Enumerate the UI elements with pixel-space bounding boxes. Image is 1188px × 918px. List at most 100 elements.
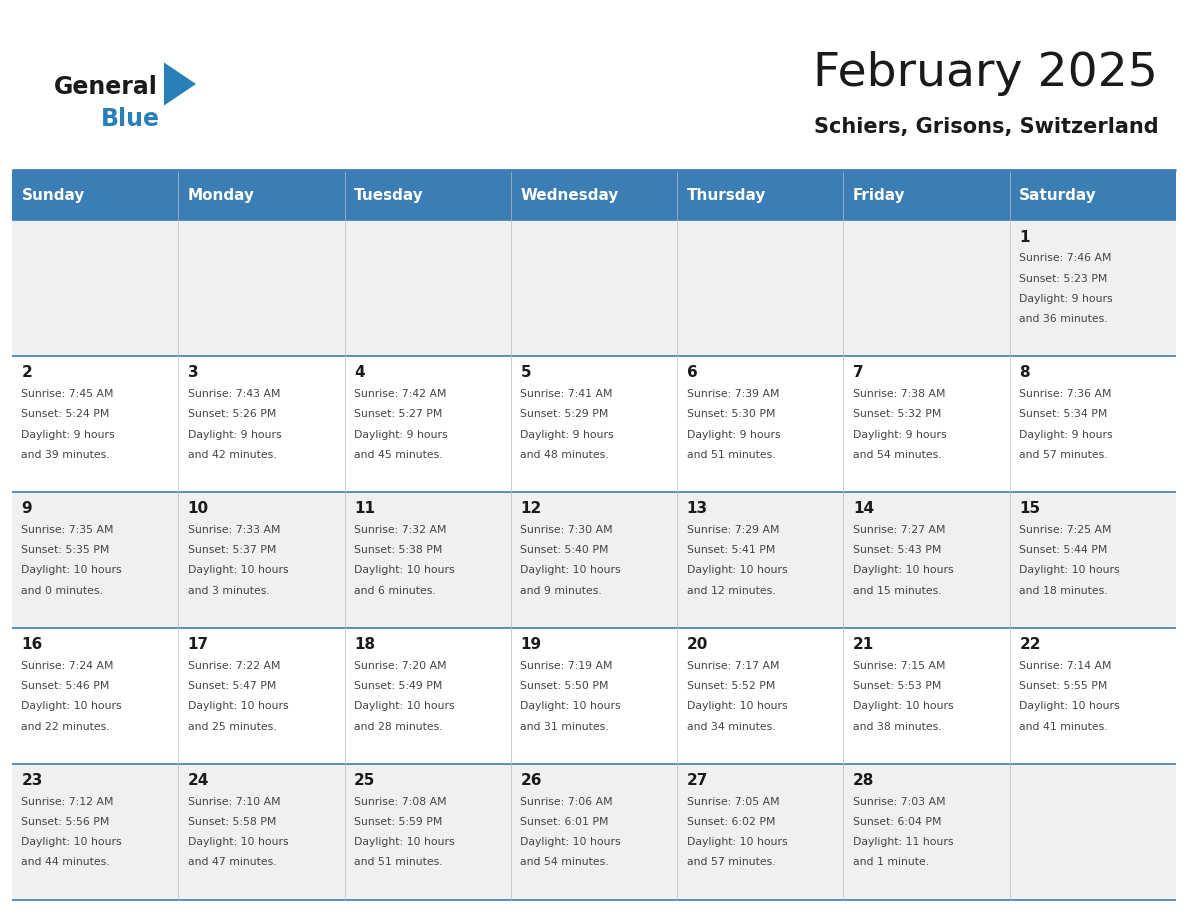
Text: Daylight: 10 hours: Daylight: 10 hours xyxy=(188,565,289,576)
Text: 24: 24 xyxy=(188,773,209,788)
FancyBboxPatch shape xyxy=(178,356,345,492)
Text: Sunset: 6:02 PM: Sunset: 6:02 PM xyxy=(687,817,775,827)
Text: Sunset: 6:01 PM: Sunset: 6:01 PM xyxy=(520,817,608,827)
Text: Monday: Monday xyxy=(188,187,254,203)
Text: Sunrise: 7:14 AM: Sunrise: 7:14 AM xyxy=(1019,661,1112,671)
Text: 2: 2 xyxy=(21,365,32,380)
Text: and 54 minutes.: and 54 minutes. xyxy=(853,450,942,460)
Text: Sunset: 5:29 PM: Sunset: 5:29 PM xyxy=(520,409,608,420)
FancyBboxPatch shape xyxy=(178,220,345,356)
FancyBboxPatch shape xyxy=(1010,220,1176,356)
Text: Thursday: Thursday xyxy=(687,187,766,203)
Text: 19: 19 xyxy=(520,637,542,652)
Text: Sunset: 6:04 PM: Sunset: 6:04 PM xyxy=(853,817,941,827)
Text: Sunrise: 7:03 AM: Sunrise: 7:03 AM xyxy=(853,797,946,807)
Text: and 36 minutes.: and 36 minutes. xyxy=(1019,314,1108,324)
Text: Sunset: 5:38 PM: Sunset: 5:38 PM xyxy=(354,545,442,555)
Text: Sunrise: 7:05 AM: Sunrise: 7:05 AM xyxy=(687,797,779,807)
FancyBboxPatch shape xyxy=(1010,356,1176,492)
FancyBboxPatch shape xyxy=(677,764,843,900)
Text: Sunset: 5:53 PM: Sunset: 5:53 PM xyxy=(853,681,941,691)
Text: Sunrise: 7:22 AM: Sunrise: 7:22 AM xyxy=(188,661,280,671)
Text: Sunrise: 7:39 AM: Sunrise: 7:39 AM xyxy=(687,389,779,399)
Text: 6: 6 xyxy=(687,365,697,380)
Text: Sunset: 5:23 PM: Sunset: 5:23 PM xyxy=(1019,274,1107,284)
Text: Sunset: 5:32 PM: Sunset: 5:32 PM xyxy=(853,409,941,420)
Text: Sunset: 5:46 PM: Sunset: 5:46 PM xyxy=(21,681,109,691)
Text: Sunrise: 7:30 AM: Sunrise: 7:30 AM xyxy=(520,525,613,535)
Text: Daylight: 10 hours: Daylight: 10 hours xyxy=(687,701,788,711)
Text: Sunset: 5:56 PM: Sunset: 5:56 PM xyxy=(21,817,109,827)
Text: and 0 minutes.: and 0 minutes. xyxy=(21,586,103,596)
Text: Sunrise: 7:38 AM: Sunrise: 7:38 AM xyxy=(853,389,946,399)
Text: Daylight: 10 hours: Daylight: 10 hours xyxy=(188,701,289,711)
FancyBboxPatch shape xyxy=(1010,628,1176,764)
Text: 27: 27 xyxy=(687,773,708,788)
Text: General: General xyxy=(53,75,157,99)
Text: and 54 minutes.: and 54 minutes. xyxy=(520,857,609,868)
Text: Sunset: 5:24 PM: Sunset: 5:24 PM xyxy=(21,409,109,420)
Text: and 41 minutes.: and 41 minutes. xyxy=(1019,722,1108,732)
Text: and 25 minutes.: and 25 minutes. xyxy=(188,722,277,732)
Text: and 39 minutes.: and 39 minutes. xyxy=(21,450,110,460)
Text: Sunrise: 7:32 AM: Sunrise: 7:32 AM xyxy=(354,525,447,535)
Text: Daylight: 10 hours: Daylight: 10 hours xyxy=(354,565,455,576)
Text: 18: 18 xyxy=(354,637,375,652)
Text: and 42 minutes.: and 42 minutes. xyxy=(188,450,277,460)
FancyBboxPatch shape xyxy=(12,170,1176,220)
Text: Sunset: 5:41 PM: Sunset: 5:41 PM xyxy=(687,545,775,555)
FancyBboxPatch shape xyxy=(345,628,511,764)
FancyBboxPatch shape xyxy=(12,220,178,356)
Text: Daylight: 10 hours: Daylight: 10 hours xyxy=(188,837,289,847)
Text: Daylight: 10 hours: Daylight: 10 hours xyxy=(687,565,788,576)
Text: Daylight: 10 hours: Daylight: 10 hours xyxy=(520,701,621,711)
Text: and 34 minutes.: and 34 minutes. xyxy=(687,722,776,732)
Text: Sunrise: 7:46 AM: Sunrise: 7:46 AM xyxy=(1019,253,1112,263)
Text: 5: 5 xyxy=(520,365,531,380)
FancyBboxPatch shape xyxy=(677,356,843,492)
Text: Daylight: 10 hours: Daylight: 10 hours xyxy=(520,565,621,576)
FancyBboxPatch shape xyxy=(843,764,1010,900)
Text: 1: 1 xyxy=(1019,230,1030,244)
Text: Daylight: 9 hours: Daylight: 9 hours xyxy=(1019,294,1113,304)
Text: Daylight: 10 hours: Daylight: 10 hours xyxy=(21,837,122,847)
Text: 9: 9 xyxy=(21,501,32,516)
Text: Daylight: 10 hours: Daylight: 10 hours xyxy=(21,565,122,576)
FancyBboxPatch shape xyxy=(511,628,677,764)
Text: Daylight: 9 hours: Daylight: 9 hours xyxy=(520,430,614,440)
Text: Daylight: 10 hours: Daylight: 10 hours xyxy=(21,701,122,711)
Text: and 28 minutes.: and 28 minutes. xyxy=(354,722,443,732)
Text: Sunset: 5:43 PM: Sunset: 5:43 PM xyxy=(853,545,941,555)
Text: Sunrise: 7:36 AM: Sunrise: 7:36 AM xyxy=(1019,389,1112,399)
Text: and 38 minutes.: and 38 minutes. xyxy=(853,722,942,732)
Text: Sunrise: 7:27 AM: Sunrise: 7:27 AM xyxy=(853,525,946,535)
Text: Sunrise: 7:15 AM: Sunrise: 7:15 AM xyxy=(853,661,946,671)
Text: and 45 minutes.: and 45 minutes. xyxy=(354,450,443,460)
FancyBboxPatch shape xyxy=(843,628,1010,764)
Text: 26: 26 xyxy=(520,773,542,788)
Text: Daylight: 10 hours: Daylight: 10 hours xyxy=(354,837,455,847)
FancyBboxPatch shape xyxy=(12,764,178,900)
Text: Sunrise: 7:08 AM: Sunrise: 7:08 AM xyxy=(354,797,447,807)
Text: Saturday: Saturday xyxy=(1019,187,1097,203)
Text: and 51 minutes.: and 51 minutes. xyxy=(687,450,776,460)
Text: Daylight: 9 hours: Daylight: 9 hours xyxy=(1019,430,1113,440)
Text: Sunset: 5:34 PM: Sunset: 5:34 PM xyxy=(1019,409,1107,420)
Text: Sunset: 5:27 PM: Sunset: 5:27 PM xyxy=(354,409,442,420)
Text: Schiers, Grisons, Switzerland: Schiers, Grisons, Switzerland xyxy=(814,117,1158,137)
FancyBboxPatch shape xyxy=(345,764,511,900)
Text: Sunrise: 7:42 AM: Sunrise: 7:42 AM xyxy=(354,389,447,399)
Text: and 6 minutes.: and 6 minutes. xyxy=(354,586,436,596)
Text: Daylight: 9 hours: Daylight: 9 hours xyxy=(354,430,448,440)
Text: and 18 minutes.: and 18 minutes. xyxy=(1019,586,1108,596)
Text: Sunrise: 7:45 AM: Sunrise: 7:45 AM xyxy=(21,389,114,399)
FancyBboxPatch shape xyxy=(677,492,843,628)
FancyBboxPatch shape xyxy=(511,492,677,628)
Text: 8: 8 xyxy=(1019,365,1030,380)
Text: 10: 10 xyxy=(188,501,209,516)
Text: 7: 7 xyxy=(853,365,864,380)
Text: Daylight: 10 hours: Daylight: 10 hours xyxy=(354,701,455,711)
FancyBboxPatch shape xyxy=(511,220,677,356)
Text: 21: 21 xyxy=(853,637,874,652)
Text: Daylight: 10 hours: Daylight: 10 hours xyxy=(1019,701,1120,711)
